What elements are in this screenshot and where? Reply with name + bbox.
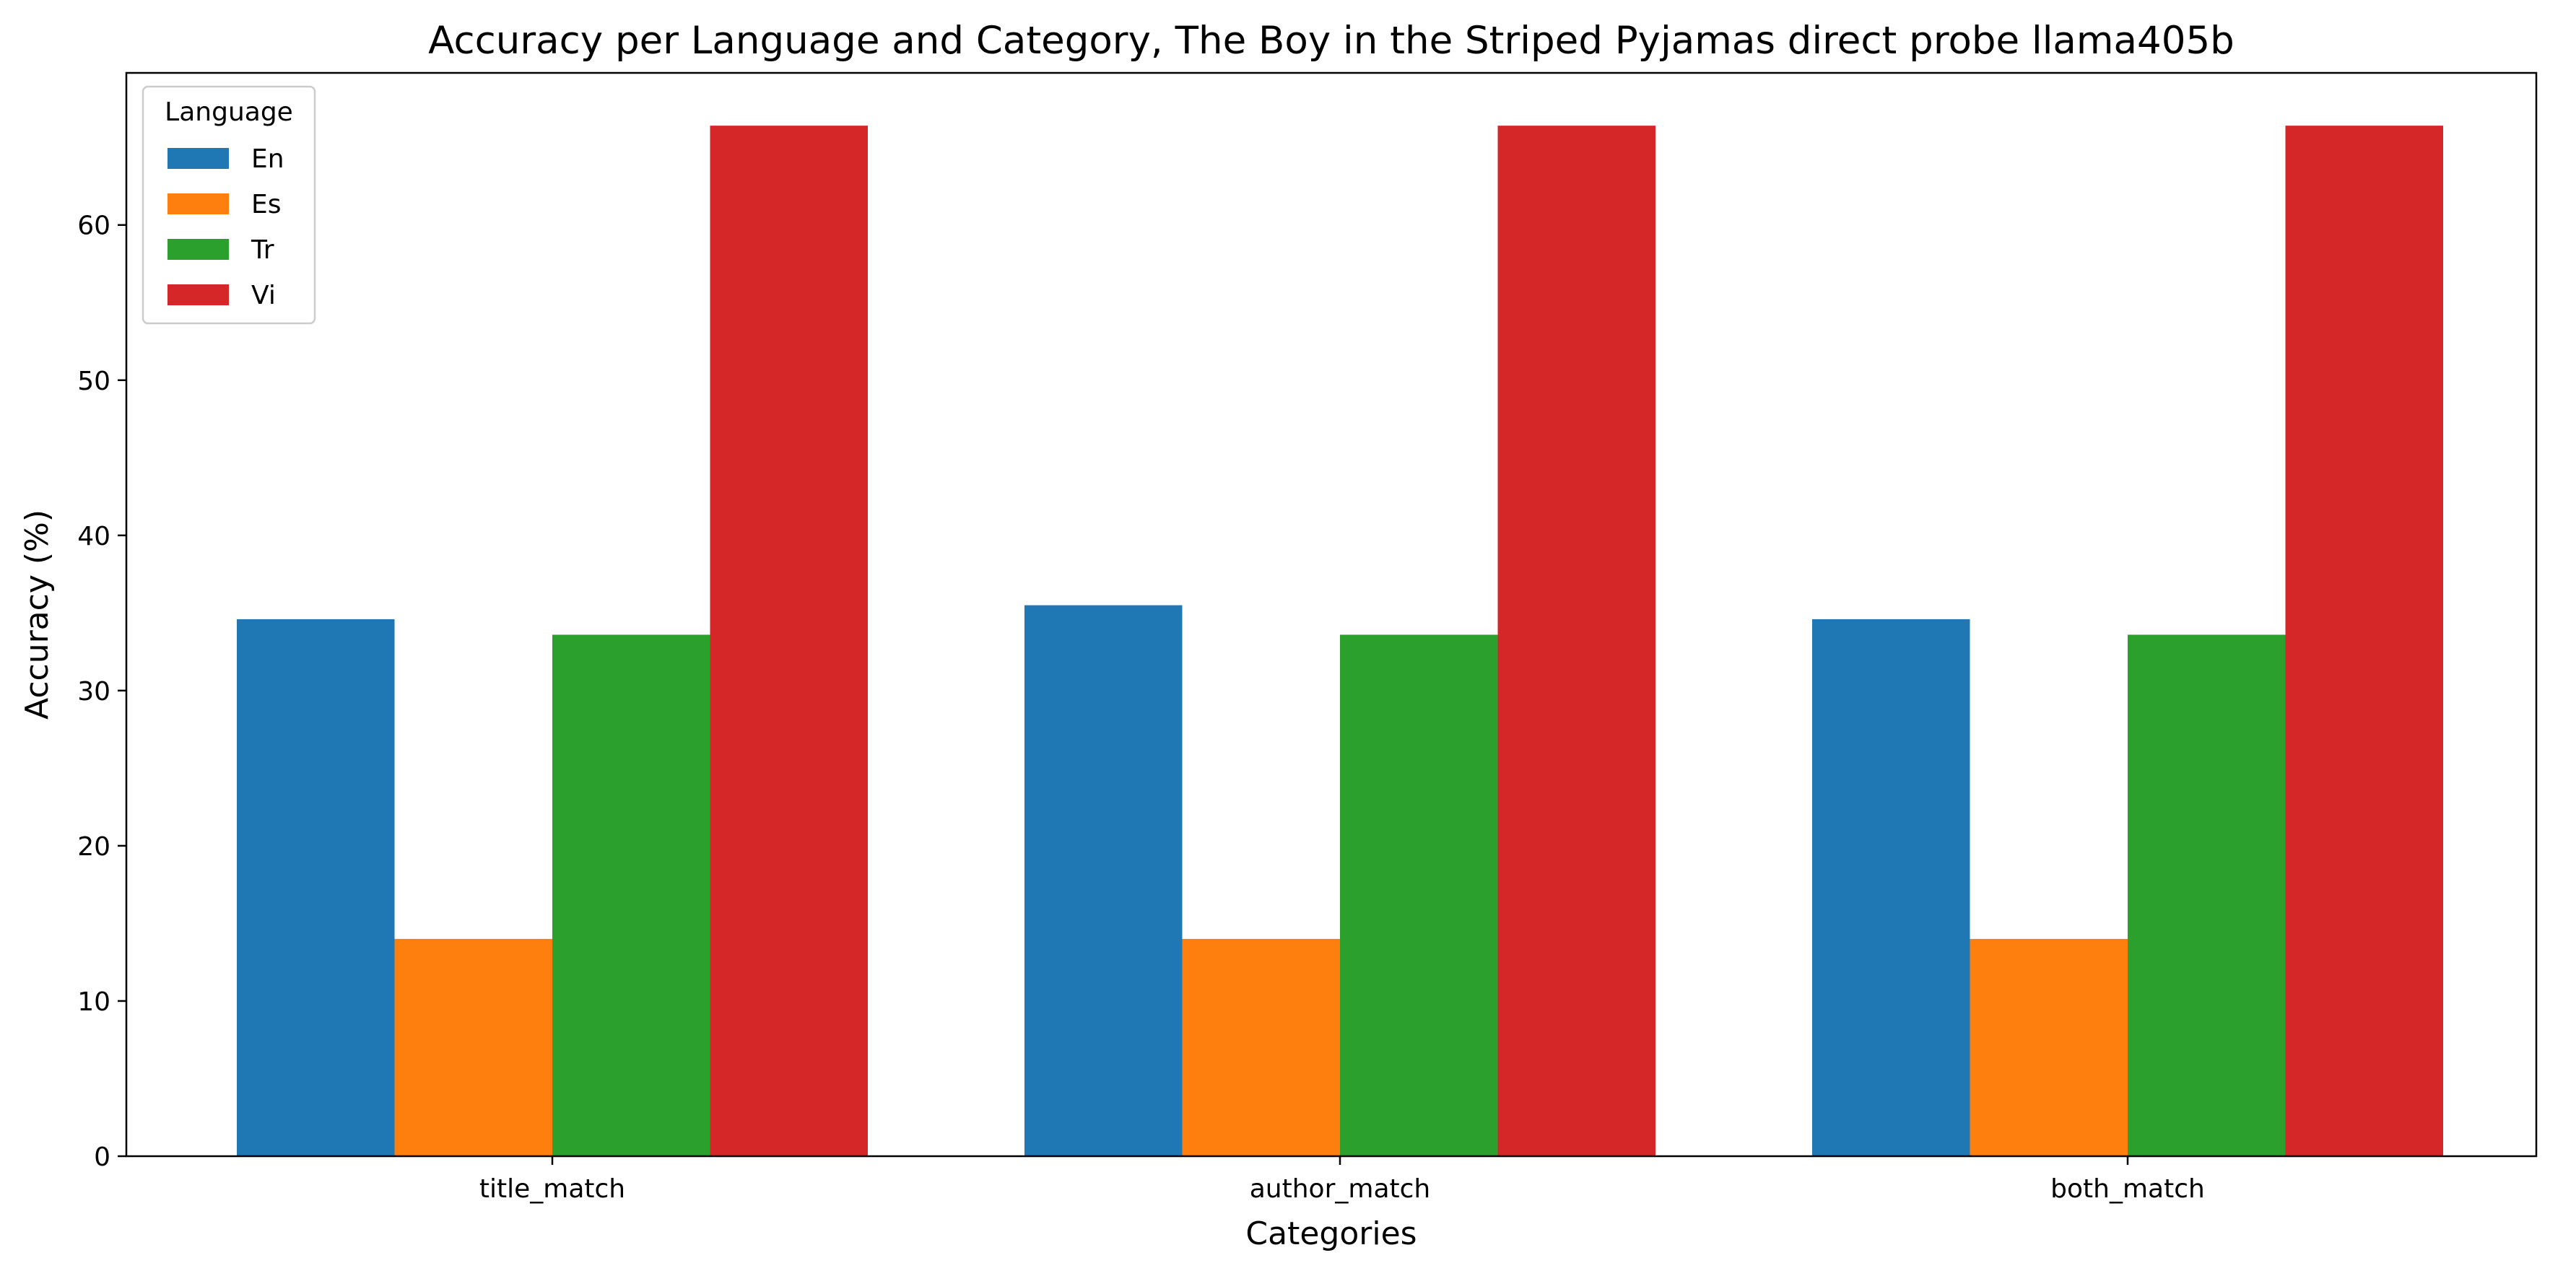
x-axis-label: Categories: [1245, 1215, 1417, 1252]
y-tick-label: 50: [77, 367, 110, 396]
legend-label-vi: Vi: [251, 281, 276, 310]
legend: Language En Es Tr Vi: [142, 85, 316, 325]
y-tick-label: 10: [77, 987, 110, 1017]
bar-tr-author_match: [1340, 634, 1498, 1156]
x-tick-label: both_match: [2050, 1174, 2205, 1204]
legend-label-es: Es: [251, 190, 282, 219]
y-axis: 0 10 20 30 40 50 60: [77, 211, 126, 1172]
bar-es-both_match: [1970, 938, 2128, 1156]
y-tick-label: 40: [77, 522, 110, 551]
y-tick-label: 20: [77, 832, 110, 862]
bars-layer: [237, 126, 2443, 1156]
legend-swatch-en: [167, 148, 229, 169]
legend-swatch-vi: [167, 284, 229, 305]
bar-tr-both_match: [2128, 634, 2286, 1156]
bar-en-title_match: [237, 619, 395, 1156]
y-tick-label: 0: [94, 1142, 110, 1172]
bar-tr-title_match: [552, 634, 710, 1156]
bar-vi-both_match: [2285, 126, 2443, 1156]
bar-vi-title_match: [710, 126, 868, 1156]
y-tick-label: 60: [77, 211, 110, 241]
chart-title: Accuracy per Language and Category, The …: [428, 19, 2235, 63]
plot-frame: [125, 71, 2538, 1158]
bar-vi-author_match: [1497, 126, 1655, 1156]
bar-en-author_match: [1024, 605, 1183, 1156]
bar-es-author_match: [1182, 938, 1340, 1156]
y-tick-label: 30: [77, 677, 110, 707]
x-axis: title_match author_match both_match: [479, 1156, 2205, 1204]
x-tick-label: author_match: [1250, 1174, 1431, 1204]
y-axis-label: Accuracy (%): [19, 510, 56, 720]
x-tick-label: title_match: [479, 1174, 625, 1204]
legend-title: Language: [165, 97, 293, 127]
legend-swatch-tr: [167, 239, 229, 260]
bar-es-title_match: [394, 938, 552, 1156]
legend-label-tr: Tr: [251, 235, 274, 265]
bar-en-both_match: [1812, 619, 1970, 1156]
legend-label-en: En: [251, 144, 284, 174]
legend-swatch-es: [167, 193, 229, 214]
